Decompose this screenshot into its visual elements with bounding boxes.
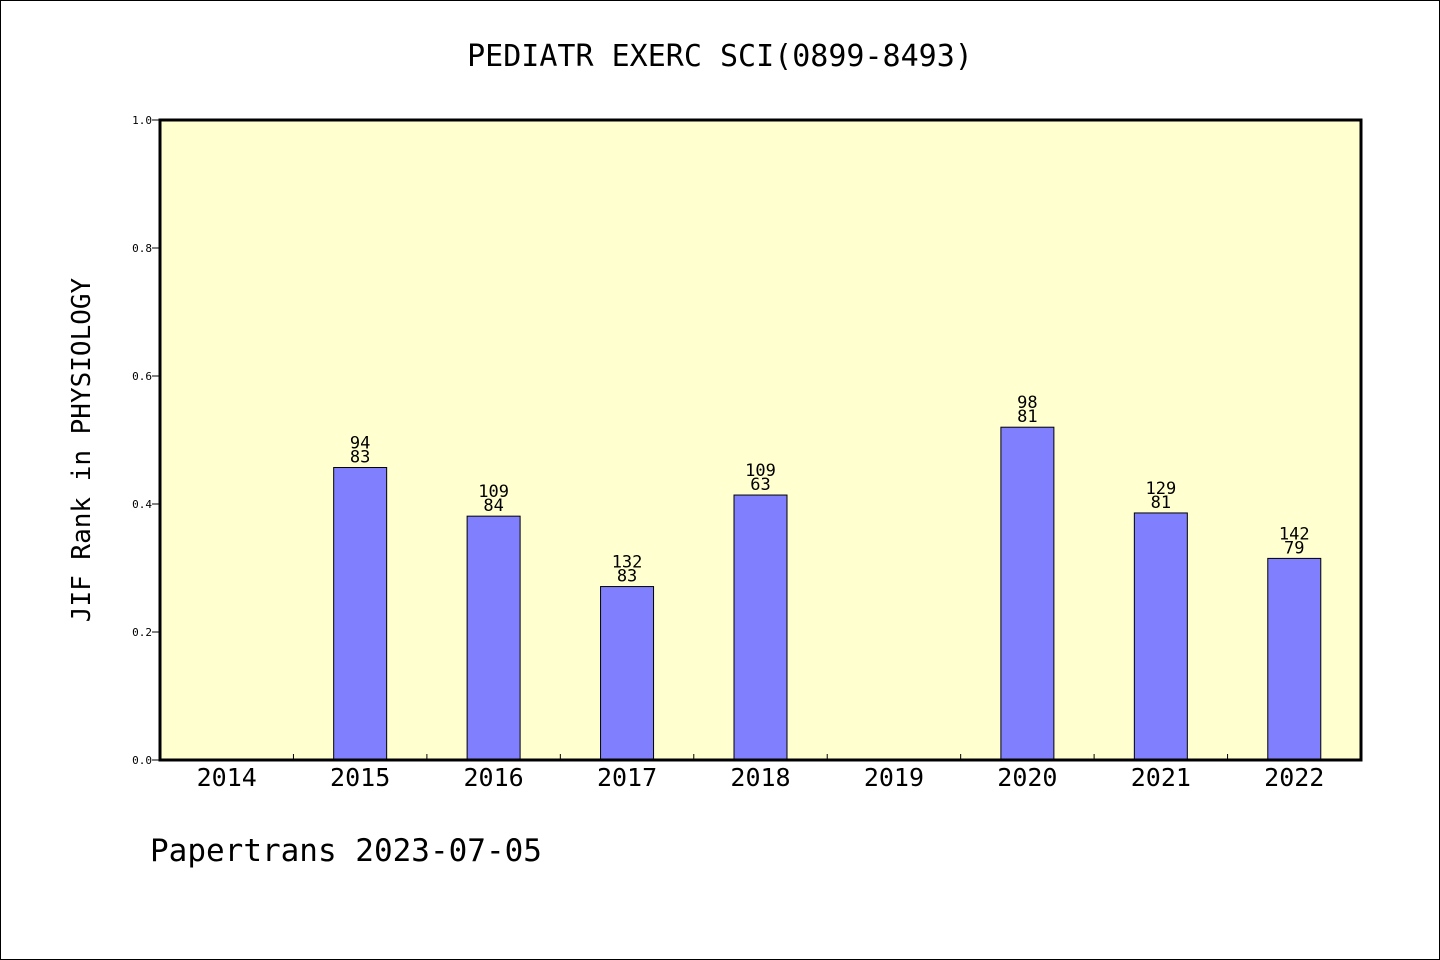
footer-text: Papertrans 2023-07-05 (150, 833, 542, 869)
data-label-bottom: 63 (750, 475, 770, 495)
y-tick-label: 0.4 (132, 498, 152, 511)
data-label-top: 98 (1017, 393, 1037, 413)
data-label-top: 129 (1145, 479, 1176, 499)
bar (1267, 557, 1322, 761)
ticks-group: 0.0 0.2 0.4 0.6 0.8 1.0 2014 2015 2016 2017 2018 20… (132, 114, 1324, 792)
y-tick-label: 0.2 (132, 626, 152, 639)
y-tick-label: 1.0 (132, 114, 152, 127)
bar (1133, 512, 1188, 761)
x-tick-label: 2020 (997, 763, 1057, 792)
bar (733, 494, 788, 761)
bar (333, 467, 388, 761)
y-axis-label: JIF Rank in PHYSIOLOGY (67, 277, 97, 622)
x-tick-label: 2017 (597, 763, 657, 792)
x-tick-label: 2014 (197, 763, 257, 792)
data-label-bottom: 83 (350, 448, 370, 468)
data-label-top: 94 (350, 434, 370, 454)
data-label-bottom: 81 (1151, 493, 1171, 513)
bar (466, 515, 521, 761)
x-tick-label: 2016 (464, 763, 524, 792)
bar (1000, 426, 1055, 761)
data-label-bottom: 83 (617, 567, 637, 587)
bar (600, 586, 655, 761)
data-label-bottom: 84 (483, 496, 503, 516)
data-label-bottom: 81 (1017, 407, 1037, 427)
data-label-top: 109 (478, 482, 509, 502)
x-tick-label: 2015 (330, 763, 390, 792)
data-label-bottom: 79 (1284, 538, 1304, 558)
chart-title: PEDIATR EXERC SCI(0899-8493) (467, 39, 973, 74)
data-label-top: 132 (612, 553, 643, 573)
y-tick-label: 0.6 (132, 370, 152, 383)
data-label-top: 109 (745, 461, 776, 481)
x-tick-label: 2021 (1131, 763, 1191, 792)
x-tick-label: 2019 (864, 763, 924, 792)
y-tick-label: 0.0 (132, 754, 152, 767)
x-tick-label: 2022 (1264, 763, 1324, 792)
plot-border (158, 118, 1363, 762)
x-tick-label: 2018 (730, 763, 790, 792)
y-tick-label: 0.8 (132, 242, 152, 255)
data-label-top: 142 (1279, 524, 1310, 544)
